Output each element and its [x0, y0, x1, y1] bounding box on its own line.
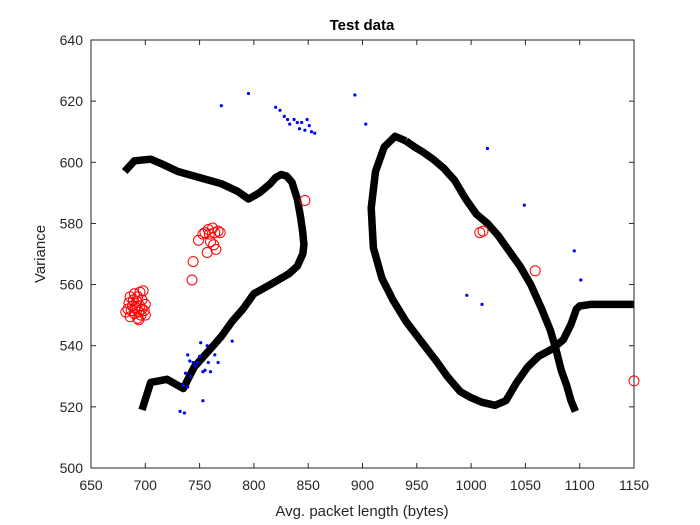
blue-dot-point — [480, 302, 484, 306]
blue-dot-point — [178, 409, 182, 413]
red-circle-point — [299, 195, 311, 206]
red-circle-point — [214, 227, 226, 239]
x-axis-ticks: 650 700 750 800 850 900 950 1000 1050 1100 1150 — [79, 40, 649, 493]
blue-dot-point — [191, 360, 195, 365]
red-circle-point — [212, 225, 224, 237]
blue-dot-point — [188, 359, 192, 363]
x-tick-label: 1050 — [510, 477, 541, 493]
decision-boundary-layer — [121, 132, 634, 413]
red-circle-point — [138, 305, 150, 317]
x-tick-label: 1150 — [619, 477, 649, 493]
blue-dot-point — [193, 364, 197, 368]
y-tick-label: 520 — [60, 399, 84, 415]
y-tick-label: 580 — [60, 215, 84, 231]
blue-dot-point — [182, 411, 186, 415]
decision-boundary-curve-1 — [121, 155, 308, 412]
red-circle-point — [529, 265, 541, 277]
red-circle-point — [186, 274, 198, 286]
red-circle-point — [477, 225, 489, 237]
blue-dot-point — [186, 385, 190, 389]
blue-dot-point — [198, 354, 202, 358]
blue-dot-point — [199, 341, 203, 345]
x-tick-label: 650 — [79, 477, 103, 493]
red-circle-point — [139, 309, 151, 321]
blue-dot-point — [307, 124, 311, 128]
decision-boundary-curve-2 — [367, 132, 634, 410]
blue-dot-point — [186, 353, 190, 357]
blue-dot-point — [353, 93, 357, 97]
y-tick-label: 540 — [60, 338, 84, 354]
blue-dot-point — [203, 368, 207, 372]
blue-dot-point — [300, 120, 304, 125]
y-axis-label: Variance — [32, 225, 49, 283]
blue-dot-point — [208, 370, 213, 374]
blue-dot-point — [297, 127, 302, 131]
blue-dot-point — [288, 122, 292, 126]
x-tick-label: 900 — [351, 477, 375, 493]
red-circle-point — [128, 288, 140, 300]
x-tick-label: 1100 — [565, 477, 595, 493]
blue-dot-point — [485, 146, 489, 151]
blue-dot-point — [195, 360, 199, 365]
blue-dot-point — [572, 249, 576, 253]
blue-dot-point — [278, 108, 282, 112]
x-tick-label: 1000 — [456, 477, 487, 493]
x-tick-label: 850 — [297, 477, 321, 493]
x-tick-label: 750 — [188, 477, 212, 493]
blue-dot-point — [465, 293, 469, 297]
data-points-layer — [120, 91, 640, 415]
red-circle-point — [187, 256, 199, 268]
blue-dot-point — [206, 360, 210, 365]
blue-dot-point — [286, 117, 290, 122]
y-tick-label: 560 — [60, 277, 84, 293]
blue-dot-point — [181, 383, 185, 388]
y-tick-label: 620 — [60, 93, 84, 109]
red-circle-point — [132, 312, 144, 324]
blue-dot-point — [364, 122, 368, 126]
blue-dot-point — [201, 399, 205, 403]
x-axis-label: Avg. packet length (bytes) — [275, 503, 448, 520]
blue-dot-point — [522, 203, 526, 207]
x-tick-label: 800 — [242, 477, 266, 493]
blue-dot-point — [274, 105, 278, 109]
y-tick-label: 640 — [60, 32, 84, 48]
chart-title: Test data — [330, 17, 395, 34]
blue-dot-point — [579, 278, 583, 282]
red-circle-point — [139, 298, 151, 310]
blue-dot-point — [313, 131, 317, 135]
blue-dot-point — [213, 353, 217, 357]
red-circle-point — [133, 306, 145, 318]
y-axis-ticks: 500 520 540 560 580 600 620 640 — [60, 32, 634, 476]
blue-dot-point — [230, 339, 234, 343]
blue-dot-point — [292, 117, 296, 122]
blue-dot-point — [183, 371, 188, 375]
blue-dot-point — [295, 120, 299, 125]
blue-dot-point — [205, 344, 209, 348]
blue-dot-point — [216, 360, 220, 365]
blue-dot-point — [246, 91, 251, 96]
red-circle-point — [210, 243, 222, 255]
y-tick-label: 600 — [60, 154, 84, 170]
decision-boundary-curve-3 — [403, 137, 579, 413]
blue-dot-point — [309, 130, 314, 134]
red-circle-point — [205, 236, 216, 248]
blue-dot-point — [303, 128, 307, 132]
x-tick-label: 950 — [405, 477, 429, 493]
y-tick-label: 500 — [60, 460, 84, 476]
blue-dot-point — [305, 117, 309, 122]
blue-dot-point — [189, 374, 193, 378]
blue-dot-point — [219, 104, 223, 108]
blue-dot-point — [282, 114, 286, 118]
x-tick-label: 700 — [134, 477, 158, 493]
plot-background — [91, 40, 634, 468]
